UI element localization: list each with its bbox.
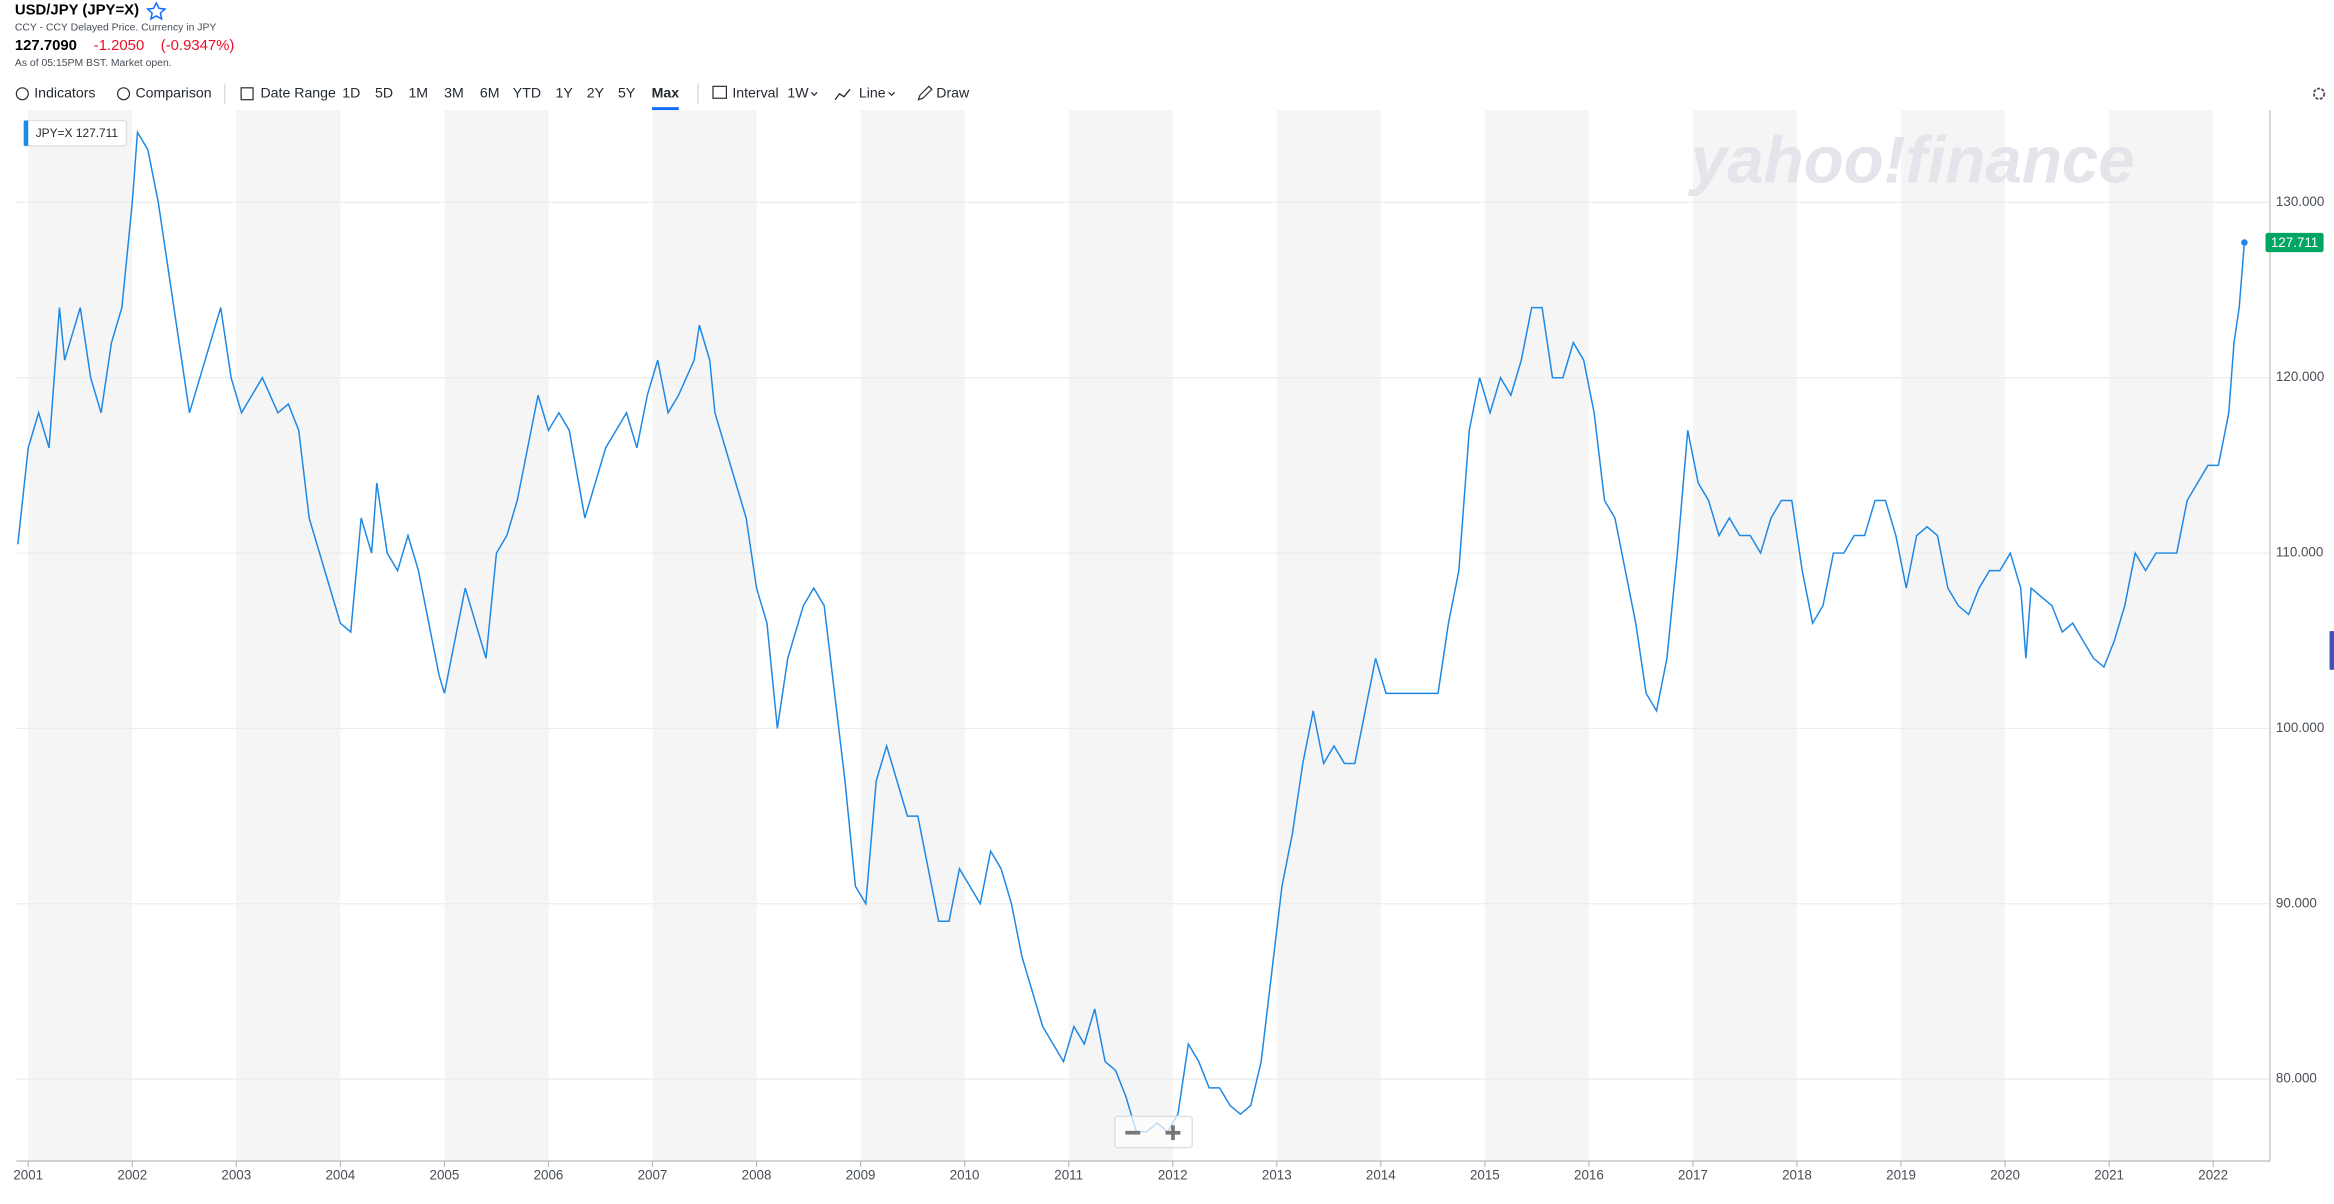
- x-tick-label: 2020: [1990, 1167, 2020, 1182]
- side-tab[interactable]: [2329, 631, 2334, 670]
- toolbar: Indicators Comparison Date Range Interva…: [15, 83, 2326, 111]
- range-button[interactable]: 1M: [408, 85, 428, 101]
- legend-value: 127.711: [76, 126, 118, 140]
- x-tick-label: 2004: [325, 1167, 355, 1182]
- price: 127.7090: [15, 38, 77, 54]
- zoom-in[interactable]: [1165, 1125, 1181, 1141]
- interval-button[interactable]: Interval: [732, 85, 778, 101]
- range-button[interactable]: 2Y: [587, 85, 605, 101]
- range-button[interactable]: 5Y: [618, 85, 636, 101]
- y-tick-label: 130.000: [2276, 194, 2324, 209]
- x-tick-label: 2002: [117, 1167, 147, 1182]
- x-tick-label: 2019: [1886, 1167, 1916, 1182]
- x-tick-label: 2010: [950, 1167, 980, 1182]
- y-tick-label: 90.000: [2276, 895, 2317, 910]
- plot: 80.000 90.000 100.000 110.000 120.000 130.000…: [13, 110, 2324, 1182]
- as-of: As of 05:15PM BST. Market open.: [15, 58, 172, 69]
- x-tick-label: 2013: [1262, 1167, 1292, 1182]
- range-button[interactable]: 1D: [342, 85, 360, 101]
- year-band: [28, 110, 133, 1161]
- x-tick-label: 2022: [2198, 1167, 2228, 1182]
- range-selected-underline: [651, 107, 679, 111]
- range-button[interactable]: YTD: [513, 85, 541, 101]
- caret: [888, 91, 896, 97]
- x-tick-label: 2012: [1158, 1167, 1188, 1182]
- title: USD/JPY (JPY=X): [15, 2, 139, 18]
- x-tick-label: 2006: [534, 1167, 564, 1182]
- year-band: [2109, 110, 2214, 1161]
- x-tick-label: 2017: [1678, 1167, 1708, 1182]
- caret: [810, 91, 818, 97]
- year-band: [1692, 110, 1798, 1161]
- y-tick-label: 80.000: [2276, 1071, 2317, 1086]
- y-tick-label: 110.000: [2276, 545, 2323, 560]
- interval-value[interactable]: 1W: [787, 85, 809, 101]
- last-point: [2241, 239, 2248, 246]
- x-tick-label: 2018: [1782, 1167, 1812, 1182]
- year-band: [860, 110, 965, 1161]
- icon: [116, 87, 131, 101]
- year-bands: [28, 110, 2214, 1161]
- y-tick-label: 100.000: [2276, 720, 2324, 735]
- range-button[interactable]: Max: [652, 85, 680, 101]
- year-band: [1068, 110, 1173, 1161]
- year-band: [1276, 110, 1381, 1161]
- x-tick-label: 2021: [2094, 1167, 2124, 1182]
- x-tick-label: 2009: [846, 1167, 876, 1182]
- watchlist-star[interactable]: [145, 1, 167, 21]
- chart-type-button[interactable]: Line: [859, 85, 886, 101]
- last-price-label: 127.711: [2271, 235, 2318, 250]
- year-band: [1901, 110, 2006, 1161]
- legend-swatch: [23, 120, 29, 146]
- draw-button[interactable]: Draw: [936, 85, 970, 101]
- indicators-button[interactable]: Indicators: [34, 85, 95, 101]
- range-button[interactable]: 6M: [480, 85, 500, 101]
- zoom-controls: [1114, 1115, 1194, 1149]
- watermark: yahoo!finance: [1688, 124, 2135, 197]
- subtitle: CCY - CCY Delayed Price. Currency in JPY: [15, 22, 217, 33]
- year-band: [236, 110, 341, 1161]
- change: -1.2050: [94, 38, 144, 54]
- icon: [15, 87, 29, 101]
- year-band: [652, 110, 757, 1161]
- settings-icon[interactable]: [2313, 87, 2326, 100]
- x-tick-label: 2001: [13, 1167, 43, 1182]
- icon: [712, 85, 727, 99]
- last-price-tag: [2265, 232, 2324, 253]
- x-tick-label: 2008: [742, 1167, 772, 1182]
- x-tick-label: 2011: [1054, 1167, 1083, 1182]
- x-tick-label: 2005: [430, 1167, 460, 1182]
- year-band: [1484, 110, 1589, 1161]
- range-button[interactable]: 3M: [444, 85, 464, 101]
- x-tick-label: 2003: [221, 1167, 251, 1182]
- range-button[interactable]: 5D: [375, 85, 393, 101]
- comparison-button[interactable]: Comparison: [135, 85, 211, 101]
- icon: [834, 88, 851, 101]
- legend-name: JPY=X: [36, 126, 73, 140]
- x-tick-label: 2016: [1574, 1167, 1604, 1182]
- x-tick-label: 2014: [1366, 1167, 1396, 1182]
- change-percent: (-0.9347%): [161, 38, 235, 54]
- icon: [917, 85, 933, 101]
- x-tick-label: 2007: [638, 1167, 668, 1182]
- x-tick-label: 2015: [1470, 1167, 1500, 1182]
- icon: [240, 87, 254, 101]
- y-tick-label: 120.000: [2276, 369, 2324, 384]
- year-band: [444, 110, 549, 1161]
- date-range-button[interactable]: Date Range: [260, 85, 336, 101]
- range-button[interactable]: 1Y: [556, 85, 574, 101]
